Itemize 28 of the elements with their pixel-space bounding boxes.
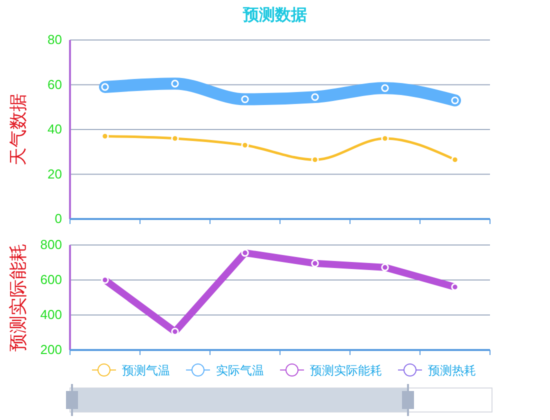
point [241,95,249,104]
point [451,283,459,291]
legend-label: 预测实际能耗 [310,364,382,378]
y-axis-title: 天气数据 [8,94,29,166]
legend-label: 预测热耗 [428,364,476,378]
point [241,249,249,257]
y-tick-label: 40 [48,122,62,137]
point [451,96,459,104]
legend-label: 实际气温 [216,364,264,378]
point [311,260,319,268]
y-tick-label: 200 [40,342,62,358]
chart-title: 预测数据 [242,5,307,24]
point [101,83,109,91]
y-tick-label: 0 [54,211,62,226]
y-axis-title: 预测实际能耗 [8,244,29,352]
y-tick-label: 20 [48,166,62,182]
y-tick-label: 800 [40,237,62,252]
y-tick-label: 400 [40,307,62,322]
point [311,93,319,101]
point [381,264,389,272]
legend-label: 预测气温 [122,364,170,378]
point [171,328,179,336]
point [381,84,389,92]
point [101,276,109,284]
point [171,80,179,88]
y-tick-label: 600 [40,272,62,288]
y-tick-label: 80 [48,32,62,48]
y-tick-label: 60 [48,76,62,92]
